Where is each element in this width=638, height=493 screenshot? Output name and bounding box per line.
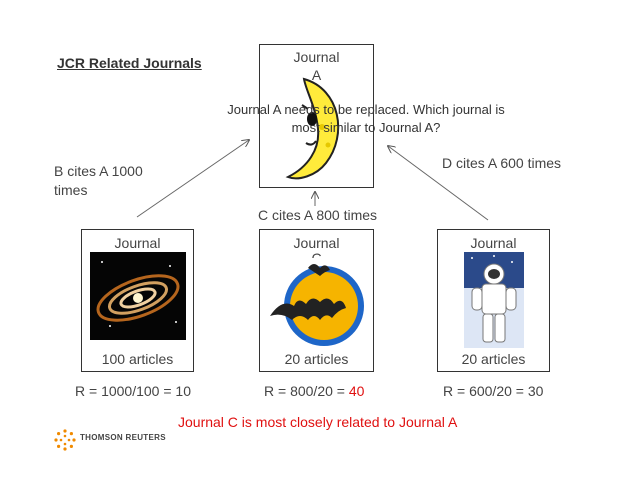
ratio-d-value: 30 bbox=[527, 383, 544, 399]
arrow-b-to-a bbox=[136, 140, 249, 218]
journal-b-box: Journal 100 articles bbox=[81, 229, 194, 372]
journal-a-box: Journal A bbox=[259, 44, 374, 188]
journal-c-sublabel: C bbox=[311, 250, 322, 258]
d-cites-label: D cites A 600 times bbox=[442, 155, 562, 171]
c-cites-label: C cites A 800 times bbox=[258, 207, 378, 223]
ratio-d: R = 600/20 = 30 bbox=[443, 383, 543, 399]
journal-d-label: Journal bbox=[470, 235, 517, 251]
question-text: Journal A needs to be replaced. Which jo… bbox=[227, 102, 505, 135]
journal-c-box: Journal C 20 articles bbox=[259, 229, 374, 372]
ratio-b: R = 1000/100 = 10 bbox=[75, 383, 191, 399]
journal-c-articles: 20 articles bbox=[284, 351, 349, 367]
journal-c-label: Journal bbox=[293, 235, 340, 251]
bat-moon-icon bbox=[270, 264, 364, 346]
journal-a-sublabel: A bbox=[311, 67, 322, 83]
ratio-b-value: 10 bbox=[175, 383, 191, 399]
journal-d-box: Journal 20 articles bbox=[437, 229, 550, 372]
conclusion-text: Journal C is most closely related to Jou… bbox=[178, 414, 458, 430]
b-cites-label: B cites A 1000 times bbox=[54, 163, 143, 198]
journal-b-label: Journal bbox=[114, 235, 161, 251]
arrow-d-to-a bbox=[388, 146, 489, 221]
logo-text: THOMSON REUTERS bbox=[80, 433, 166, 442]
journal-a-label: Journal bbox=[293, 49, 340, 65]
thomson-reuters-logo-icon bbox=[54, 429, 76, 451]
ratio-c: R = 800/20 = 40 bbox=[264, 383, 364, 399]
slide-title: JCR Related Journals bbox=[57, 55, 202, 71]
moon-icon bbox=[285, 77, 340, 180]
galaxy-icon bbox=[90, 252, 186, 340]
ratio-b-formula: R = 1000/100 = bbox=[75, 383, 176, 399]
astronaut-icon bbox=[464, 252, 524, 348]
journal-d-articles: 20 articles bbox=[461, 351, 526, 367]
ratio-c-formula: R = 800/20 = bbox=[264, 383, 349, 399]
journal-b-articles: 100 articles bbox=[101, 351, 174, 367]
ratio-c-value: 40 bbox=[348, 383, 365, 399]
ratio-d-formula: R = 600/20 = bbox=[443, 383, 528, 399]
